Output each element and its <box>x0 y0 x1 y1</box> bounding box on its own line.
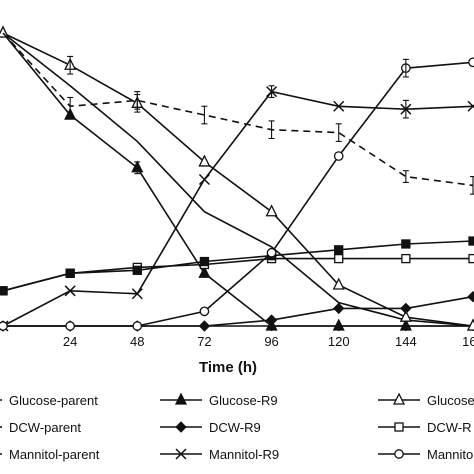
plot-area: 24 48 72 96 120 144 168 <box>0 25 474 349</box>
legend-item-dcw-r9: DCW-R9 <box>160 420 261 435</box>
legend-label: Glucose-R9 <box>209 393 278 408</box>
legend-marker <box>175 421 187 433</box>
error-bar-mannitol-r9 <box>402 99 409 119</box>
legend-item-mannitol-r: Mannitol-R <box>378 447 474 462</box>
data-point-mannitol-parent <box>334 245 344 255</box>
data-point-dcw-r <box>401 253 411 264</box>
data-point-dcw-r9 <box>265 314 278 326</box>
error-bar-dcw-parent <box>335 123 342 142</box>
legend-marker <box>394 449 404 459</box>
legend: Glucose-parent Glucose-R9 Glucose-R DCW-par… <box>0 392 474 462</box>
legend-marker <box>394 422 404 432</box>
x-tick-label: 168 <box>462 334 474 349</box>
data-point-dcw-r <box>468 253 474 264</box>
series-line-mannitol-parent <box>2 240 474 292</box>
error-bar-glucose-r9 <box>134 161 141 175</box>
data-point-glucose-r <box>332 277 345 290</box>
legend-label: Mannitol-R <box>427 447 474 462</box>
legend-item-glucose-r: Glucose-R <box>378 392 474 408</box>
legend-label: Glucose-parent <box>9 393 98 408</box>
data-point-mannitol-r <box>65 321 75 331</box>
data-point-mannitol-r9 <box>64 285 76 297</box>
legend-marker <box>392 392 406 405</box>
series-mannitol-r <box>0 57 474 331</box>
error-bar-dcw-parent <box>67 96 74 116</box>
legend-item-mannitol-parent: Mannitol-parent <box>0 447 100 462</box>
series-dcw-parent <box>2 32 474 187</box>
data-point-mannitol-r <box>199 306 210 317</box>
data-point-mannitol-r9 <box>467 100 474 112</box>
data-point-mannitol-r9 <box>131 288 143 300</box>
data-point-glucose-r <box>399 309 412 322</box>
data-point-dcw-r9 <box>333 302 345 315</box>
data-point-mannitol-r <box>266 247 277 258</box>
data-point-mannitol-r9 <box>198 173 210 186</box>
legend-label: Mannitol-R9 <box>209 447 279 462</box>
error-bar-glucose-r <box>67 55 74 75</box>
x-tick-label: 120 <box>328 334 350 349</box>
data-point-mannitol-r <box>132 321 143 331</box>
legend-label: DCW-R <box>427 420 472 435</box>
series-glucose-r <box>0 25 474 331</box>
legend-label: DCW-R9 <box>209 420 261 435</box>
x-tick-label: 48 <box>130 334 144 349</box>
data-point-mannitol-r9 <box>333 100 345 112</box>
data-point-mannitol-parent <box>0 286 8 296</box>
legend-marker <box>174 392 188 405</box>
error-bar-dcw-parent <box>402 170 409 183</box>
data-point-mannitol-parent <box>132 265 142 275</box>
data-point-glucose-r <box>198 154 211 167</box>
data-point-glucose-r <box>265 204 278 217</box>
series-layer <box>0 25 474 332</box>
legend-item-dcw-r: DCW-R <box>378 420 472 435</box>
data-point-glucose-r9 <box>332 318 345 331</box>
legend-marker <box>175 448 187 460</box>
data-point-glucose-r9 <box>399 318 412 331</box>
error-bar-mannitol-r9 <box>268 85 275 99</box>
series-line-glucose-parent <box>2 32 474 327</box>
data-point-dcw-r9 <box>467 290 474 303</box>
x-tick-label: 24 <box>63 334 77 349</box>
error-bar-dcw-parent <box>201 105 208 125</box>
series-line-mannitol-r <box>3 61 474 327</box>
legend-label: Glucose-R <box>427 393 474 408</box>
data-point-dcw-r <box>334 253 344 264</box>
data-point-mannitol-parent <box>199 256 210 267</box>
error-bar-dcw-parent <box>268 120 275 140</box>
legend-item-mannitol-r9: Mannitol-R9 <box>160 447 279 462</box>
error-bar-mannitol-r <box>402 58 409 78</box>
data-point-mannitol-parent <box>65 268 75 278</box>
series-line-glucose-r9 <box>2 32 473 327</box>
error-bar-dcw-parent <box>134 91 141 110</box>
x-tick-label: 72 <box>197 334 211 349</box>
data-point-glucose-r <box>466 318 474 331</box>
series-line-dcw-parent <box>2 32 474 187</box>
series-line-mannitol-r9 <box>2 90 474 327</box>
legend-label: DCW-parent <box>9 420 81 435</box>
series-mannitol-r9 <box>0 86 474 332</box>
series-mannitol-parent <box>0 236 474 296</box>
legend-item-glucose-parent: Glucose-parent <box>0 393 98 408</box>
error-bar-dcw-parent <box>470 176 474 195</box>
data-point-glucose-r9 <box>198 265 211 278</box>
x-axis-title: Time (h) <box>199 359 257 376</box>
legend-item-glucose-r9: Glucose-R9 <box>160 392 278 408</box>
data-point-mannitol-r <box>468 57 474 68</box>
series-glucose-parent <box>2 32 474 327</box>
data-point-mannitol-parent <box>401 239 411 249</box>
data-point-mannitol-r <box>333 151 344 161</box>
legend-item-dcw-parent: DCW-parent <box>0 420 81 435</box>
series-line-glucose-r <box>2 32 474 327</box>
data-point-glucose-r <box>0 25 10 38</box>
legend-label: Mannitol-parent <box>9 447 100 462</box>
data-point-dcw-r9 <box>198 320 211 332</box>
data-point-mannitol-r <box>0 321 8 331</box>
x-tick-label: 96 <box>264 334 278 349</box>
data-point-mannitol-parent <box>468 236 474 246</box>
data-point-dcw-r9 <box>400 302 412 315</box>
x-tick-label: 144 <box>395 334 417 349</box>
